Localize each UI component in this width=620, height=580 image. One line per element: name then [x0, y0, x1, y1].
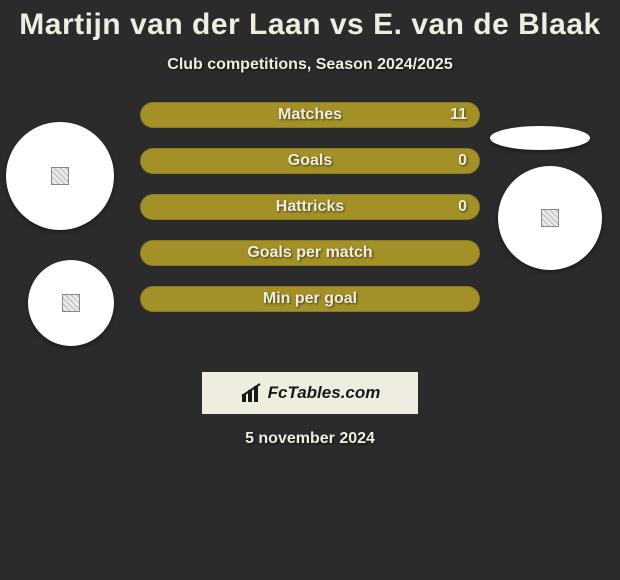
stat-bar: Hattricks 0 [140, 194, 480, 220]
stat-bar: Matches 11 [140, 102, 480, 128]
comparison-infographic: Martijn van der Laan vs E. van de Blaak … [0, 0, 620, 580]
date-text: 5 november 2024 [0, 430, 620, 448]
logo-text: FcTables.com [268, 383, 381, 403]
ellipse-right-top [490, 126, 590, 150]
stat-bar: Goals per match [140, 240, 480, 266]
logo-chart-icon [240, 382, 264, 404]
placeholder-icon [51, 167, 69, 185]
avatar-left-bottom [28, 260, 114, 346]
stat-bar: Goals 0 [140, 148, 480, 174]
page-title: Martijn van der Laan vs E. van de Blaak [0, 0, 620, 42]
stat-bars: Matches 11 Goals 0 Hattricks 0 Goals per match… [140, 102, 480, 332]
stat-bar-label: Hattricks [276, 198, 344, 216]
stat-bar-label: Matches [278, 106, 342, 124]
stat-bar-label: Min per goal [263, 290, 357, 308]
stat-bar-value: 11 [450, 106, 467, 124]
stat-bar-label: Goals [288, 152, 332, 170]
logo-box: FcTables.com [202, 372, 418, 414]
avatar-left-top [6, 122, 114, 230]
subtitle: Club competitions, Season 2024/2025 [0, 56, 620, 74]
stat-bar-value: 0 [458, 198, 467, 216]
stat-bar-label: Goals per match [247, 244, 372, 262]
stat-bar-value: 0 [458, 152, 467, 170]
placeholder-icon [62, 294, 80, 312]
placeholder-icon [541, 209, 559, 227]
stat-bar: Min per goal [140, 286, 480, 312]
avatar-right [498, 166, 602, 270]
